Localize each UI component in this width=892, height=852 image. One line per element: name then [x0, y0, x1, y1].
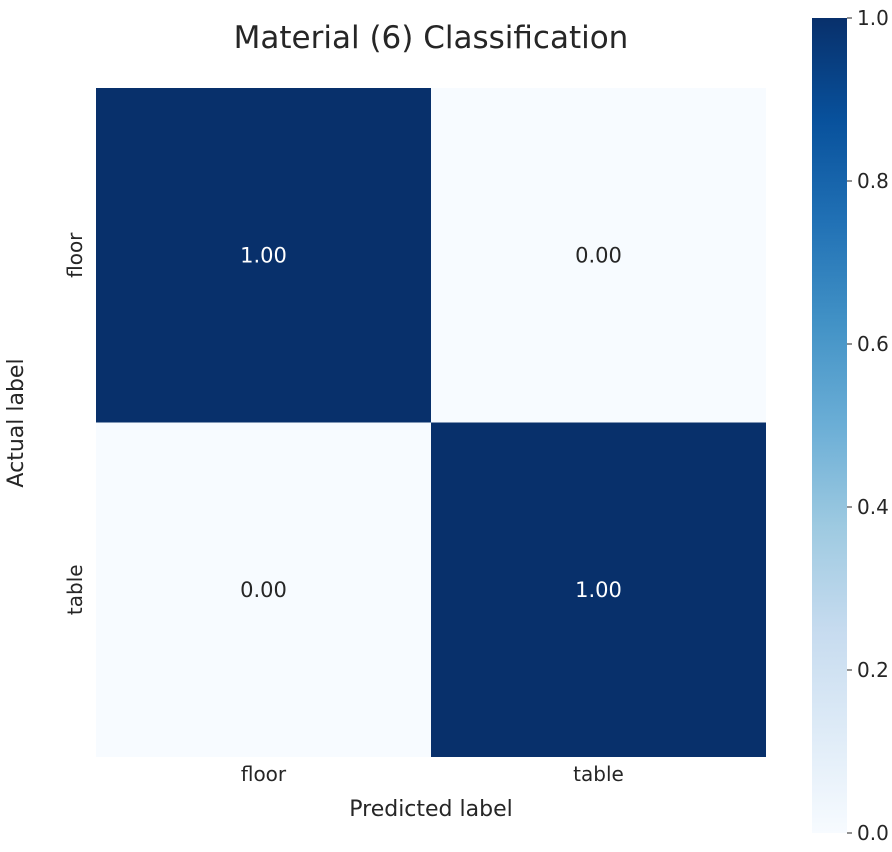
- heatmap-cell-labels: 1.00 0.00 0.00 1.00: [240, 243, 622, 602]
- x-tick-label: table: [573, 762, 624, 786]
- heatmap-cell-value: 0.00: [575, 243, 622, 267]
- y-axis-ticks: floor table: [63, 232, 87, 615]
- x-axis-label: Predicted label: [349, 797, 512, 822]
- heatmap-cell-value: 1.00: [240, 243, 287, 267]
- heatmap-cell-floor-table: [431, 88, 766, 423]
- y-tick-label: table: [63, 564, 87, 615]
- colorbar-tick-label: 0.4: [857, 495, 889, 519]
- colorbar-ticks: 0.0 0.2 0.4 0.6 0.8 1.0: [847, 6, 889, 845]
- heatmap-cell-table-table: [431, 422, 766, 757]
- chart-title: Material (6) Classification: [234, 20, 629, 56]
- x-axis-ticks: floor table: [241, 762, 624, 786]
- heatmap-cell-value: 1.00: [575, 578, 622, 602]
- colorbar: [812, 18, 847, 833]
- colorbar-tick-label: 0.0: [857, 821, 889, 845]
- heatmap-cells: [96, 88, 766, 757]
- colorbar-tick-label: 1.0: [857, 6, 889, 30]
- heatmap-cell-table-floor: [96, 422, 431, 757]
- colorbar-tick-label: 0.6: [857, 332, 889, 356]
- x-tick-label: floor: [241, 762, 287, 786]
- heatmap-cell-value: 0.00: [240, 578, 287, 602]
- colorbar-tick-label: 0.2: [857, 658, 889, 682]
- y-axis-label: Actual label: [4, 358, 29, 487]
- y-tick-label: floor: [63, 232, 87, 278]
- heatmap-cell-floor-floor: [96, 88, 431, 423]
- colorbar-tick-label: 0.8: [857, 169, 889, 193]
